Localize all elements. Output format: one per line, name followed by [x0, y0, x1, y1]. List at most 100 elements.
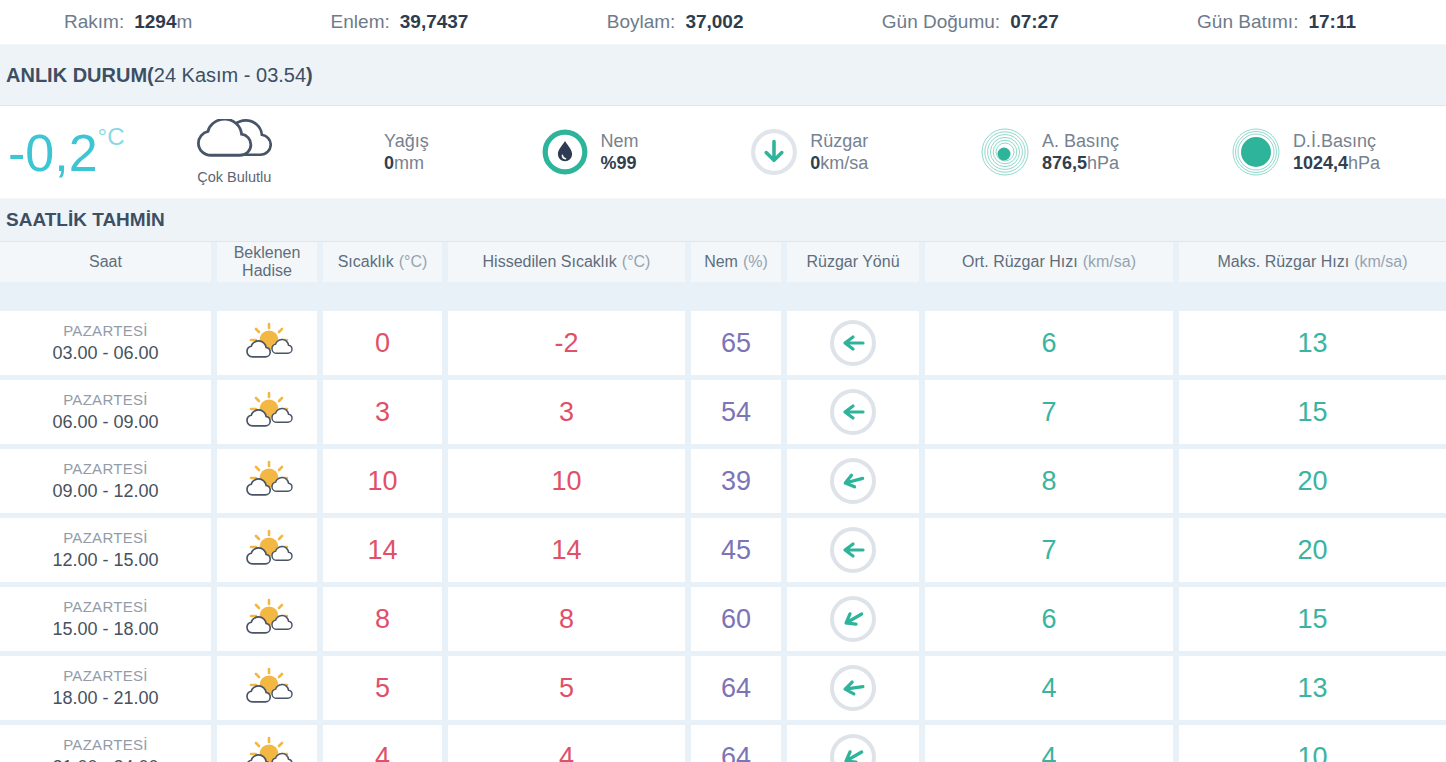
- forecast-wind-direction-cell: [787, 449, 919, 513]
- sun-clouds-icon: [236, 390, 298, 434]
- forecast-avg-wind: 6: [925, 311, 1173, 375]
- forecast-humidity: 45: [691, 518, 781, 582]
- col-header-avg-wind: Ort. Rüzgar Hızı(km/sa): [925, 242, 1173, 282]
- forecast-condition-cell: [217, 656, 317, 720]
- forecast-wind-direction-cell: [787, 725, 919, 762]
- section-title: SAATLİK TAHMİN: [6, 209, 165, 231]
- condition-label: Çok Bulutlu: [197, 169, 271, 185]
- longitude-stat: Boylam:37,002: [607, 11, 744, 33]
- sea-level-pressure-metric: D.İ.Basınç 1024,4hPa: [1231, 127, 1380, 177]
- forecast-condition-cell: [217, 380, 317, 444]
- forecast-day: PAZARTESİ: [63, 597, 148, 617]
- col-header-condition: Beklenen Hadise: [217, 242, 317, 282]
- forecast-temperature: 3: [323, 380, 442, 444]
- forecast-temperature: 8: [323, 587, 442, 651]
- forecast-day: PAZARTESİ: [63, 666, 148, 686]
- col-header-time: Saat: [0, 242, 211, 282]
- actual-pressure-metric: A. Basınç 876,5hPa: [980, 127, 1119, 177]
- sunrise-stat: Gün Doğumu:07:27: [882, 11, 1059, 33]
- wind-direction-arrow-icon: [835, 463, 872, 500]
- current-condition: Çok Bulutlu: [196, 119, 272, 185]
- forecast-time-cell: PAZARTESİ 09.00 - 12.00: [0, 449, 211, 513]
- col-header-humidity: Nem(%): [691, 242, 781, 282]
- forecast-avg-wind: 4: [925, 725, 1173, 762]
- forecast-max-wind: 15: [1179, 380, 1446, 444]
- wind-direction-arrow-icon: [833, 737, 874, 762]
- wind-metric: Rüzgar 0km/sa: [750, 128, 868, 176]
- forecast-max-wind: 20: [1179, 518, 1446, 582]
- forecast-time-cell: PAZARTESİ 15.00 - 18.00: [0, 587, 211, 651]
- forecast-avg-wind: 6: [925, 587, 1173, 651]
- forecast-feels-like: 8: [448, 587, 685, 651]
- hourly-forecast-header: SAATLİK TAHMİN: [0, 198, 1446, 242]
- forecast-feels-like: 3: [448, 380, 685, 444]
- wind-direction-dial: [830, 389, 876, 435]
- forecast-avg-wind: 4: [925, 656, 1173, 720]
- current-conditions-header: ANLIK DURUM (24 Kasım - 03.54): [0, 44, 1446, 106]
- forecast-condition-cell: [217, 725, 317, 762]
- pressure-dot-icon: [1231, 127, 1281, 177]
- forecast-time-cell: PAZARTESİ 21.00 - 24.00: [0, 725, 211, 762]
- pressure-rings-icon: [980, 127, 1030, 177]
- forecast-feels-like: -2: [448, 311, 685, 375]
- forecast-day: PAZARTESİ: [63, 321, 148, 341]
- wind-direction-arrow-icon: [838, 535, 868, 565]
- forecast-condition-cell: [217, 587, 317, 651]
- forecast-wind-direction-cell: [787, 311, 919, 375]
- forecast-day: PAZARTESİ: [63, 528, 148, 548]
- col-header-feels-like: Hissedilen Sıcaklık(°C): [448, 242, 685, 282]
- forecast-humidity: 64: [691, 725, 781, 762]
- current-conditions-panel: -0,2°C Çok Bulutlu Yağış 0mm Nem %99: [0, 106, 1446, 198]
- forecast-feels-like: 14: [448, 518, 685, 582]
- wind-direction-dial: [830, 320, 876, 366]
- forecast-day: PAZARTESİ: [63, 735, 148, 755]
- wind-direction-arrow-icon: [836, 671, 870, 705]
- forecast-temperature: 0: [323, 311, 442, 375]
- forecast-time-cell: PAZARTESİ 03.00 - 06.00: [0, 311, 211, 375]
- forecast-wind-direction-cell: [787, 656, 919, 720]
- forecast-time-range: 09.00 - 12.00: [52, 479, 158, 503]
- forecast-condition-cell: [217, 311, 317, 375]
- forecast-feels-like: 4: [448, 725, 685, 762]
- forecast-wind-direction-cell: [787, 380, 919, 444]
- forecast-max-wind: 13: [1179, 656, 1446, 720]
- wind-direction-dial: [830, 665, 876, 711]
- forecast-max-wind: 10: [1179, 725, 1446, 762]
- col-header-wind-direction: Rüzgar Yönü: [787, 242, 919, 282]
- latitude-stat: Enlem:39,7437: [331, 11, 469, 33]
- forecast-temperature: 14: [323, 518, 442, 582]
- forecast-temperature: 10: [323, 449, 442, 513]
- sun-clouds-icon: [236, 597, 298, 641]
- forecast-humidity: 64: [691, 656, 781, 720]
- forecast-feels-like: 5: [448, 656, 685, 720]
- wind-arrow-down-icon: [750, 128, 798, 176]
- forecast-temperature: 5: [323, 656, 442, 720]
- wind-direction-arrow-icon: [833, 599, 874, 640]
- hourly-forecast-table: Saat Beklenen Hadise Sıcaklık(°C) Hissed…: [0, 242, 1446, 762]
- forecast-avg-wind: 8: [925, 449, 1173, 513]
- wind-direction-arrow-icon: [838, 397, 868, 427]
- forecast-max-wind: 13: [1179, 311, 1446, 375]
- forecast-day: PAZARTESİ: [63, 459, 148, 479]
- forecast-time-range: 03.00 - 06.00: [52, 341, 158, 365]
- wind-direction-dial: [830, 458, 876, 504]
- observation-datetime: 24 Kasım - 03.54: [154, 64, 306, 87]
- forecast-time-cell: PAZARTESİ 06.00 - 09.00: [0, 380, 211, 444]
- forecast-time-cell: PAZARTESİ 18.00 - 21.00: [0, 656, 211, 720]
- wind-direction-dial: [830, 734, 876, 762]
- forecast-avg-wind: 7: [925, 380, 1173, 444]
- forecast-wind-direction-cell: [787, 587, 919, 651]
- forecast-time-range: 15.00 - 18.00: [52, 617, 158, 641]
- forecast-time-range: 06.00 - 09.00: [52, 410, 158, 434]
- forecast-temperature: 4: [323, 725, 442, 762]
- forecast-condition-cell: [217, 518, 317, 582]
- forecast-humidity: 39: [691, 449, 781, 513]
- wind-direction-dial: [830, 527, 876, 573]
- forecast-max-wind: 20: [1179, 449, 1446, 513]
- col-header-temperature: Sıcaklık(°C): [323, 242, 442, 282]
- forecast-time-range: 18.00 - 21.00: [52, 686, 158, 710]
- wind-direction-dial: [830, 596, 876, 642]
- wind-direction-arrow-icon: [838, 328, 868, 358]
- forecast-day: PAZARTESİ: [63, 390, 148, 410]
- forecast-feels-like: 10: [448, 449, 685, 513]
